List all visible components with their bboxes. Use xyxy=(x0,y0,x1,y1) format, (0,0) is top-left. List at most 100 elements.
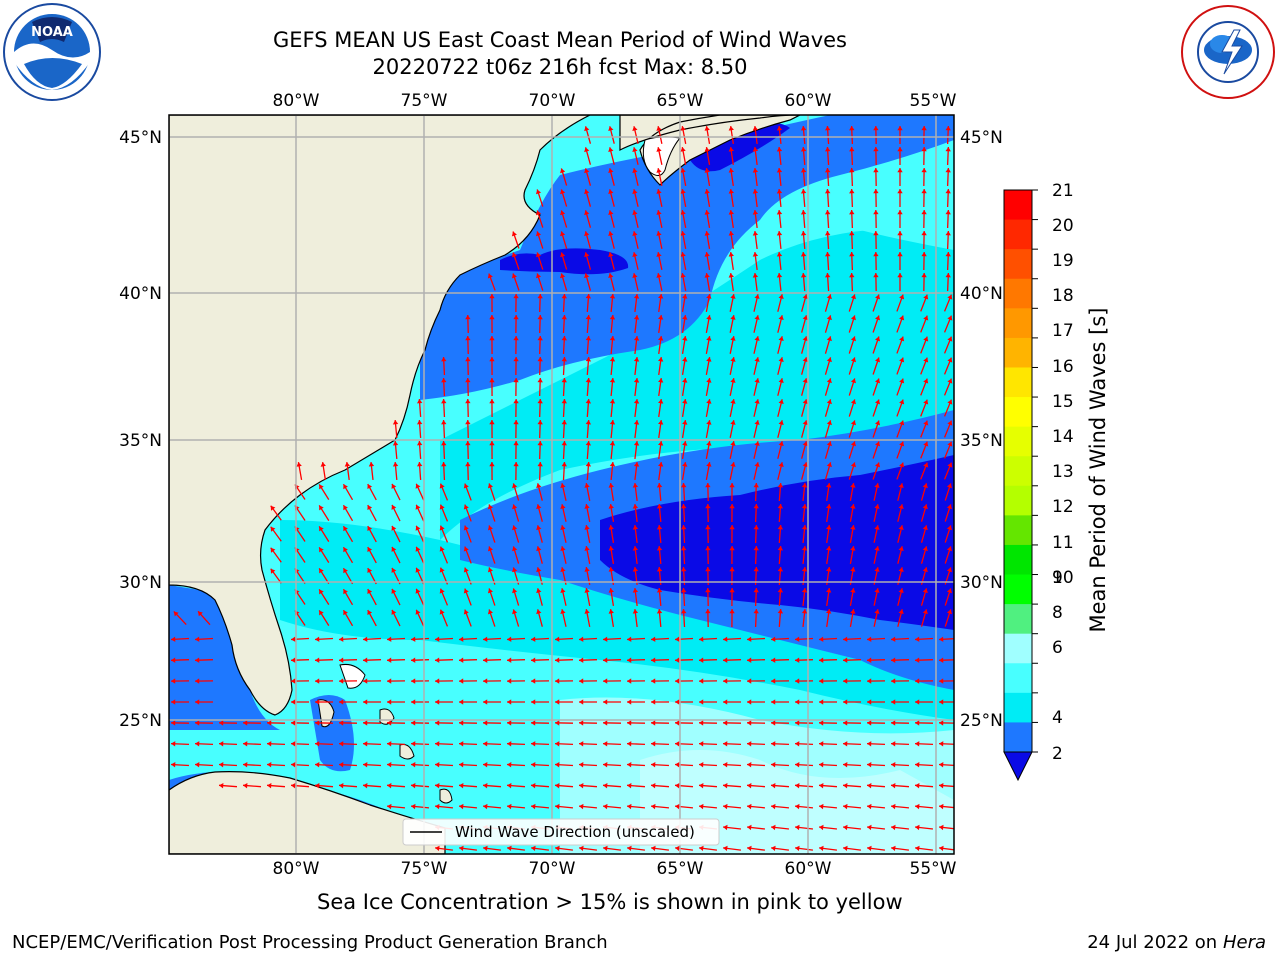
wind-wave-arrowhead xyxy=(874,546,880,551)
wind-wave-arrowhead xyxy=(171,720,176,726)
wind-wave-arrowhead xyxy=(802,399,808,405)
wind-wave-arrowhead xyxy=(728,147,734,152)
wind-wave-arrowhead xyxy=(891,720,896,726)
wind-wave-arrowhead xyxy=(680,252,686,257)
wind-wave-arrowhead xyxy=(825,126,831,131)
wind-wave-arrowhead xyxy=(729,483,735,488)
wind-wave-arrowhead xyxy=(415,504,421,510)
wind-wave-arrowhead xyxy=(825,273,831,278)
wind-wave-arrowhead xyxy=(507,636,512,642)
wind-wave-arrowhead xyxy=(656,525,663,530)
wind-wave-arrowhead xyxy=(392,420,399,425)
wind-wave-arrowhead xyxy=(483,845,488,852)
wind-wave-arrowhead xyxy=(459,678,464,684)
chart-title: GEFS MEAN US East Coast Mean Period of W… xyxy=(273,28,847,52)
wind-wave-arrowhead xyxy=(560,273,566,279)
wind-wave-arrowhead xyxy=(584,483,590,488)
wind-wave-arrowhead xyxy=(850,315,856,321)
lat-tick-right: 30°N xyxy=(960,573,1003,593)
wind-wave-arrowhead xyxy=(728,252,734,257)
wind-wave-arrowhead xyxy=(459,803,464,810)
wind-wave-arrowhead xyxy=(531,699,536,705)
wind-wave-arrowhead xyxy=(561,315,567,320)
wind-wave-arrowhead xyxy=(439,546,445,552)
wind-wave-arrowhead xyxy=(947,399,953,405)
wind-wave-arrowhead xyxy=(699,845,704,852)
wind-wave-arrowhead xyxy=(439,588,445,594)
wind-wave-arrowhead xyxy=(945,189,951,194)
wind-wave-arrowhead xyxy=(608,168,614,174)
wind-wave-arrowhead xyxy=(795,845,800,852)
wind-wave-arrowhead xyxy=(771,720,776,726)
wind-wave-arrowhead xyxy=(947,315,953,321)
wind-wave-arrowhead xyxy=(730,462,736,467)
wind-wave-arrowhead xyxy=(946,567,953,573)
footer-date: 24 Jul 2022 on Hera xyxy=(1087,932,1266,953)
wind-wave-arrowhead xyxy=(656,273,662,278)
colorbar-tick: 6 xyxy=(1052,638,1063,658)
wind-wave-arrowhead xyxy=(946,525,953,531)
wind-wave-arrowhead xyxy=(507,720,512,726)
wind-wave-arrowhead xyxy=(536,483,542,489)
wind-wave-arrowhead xyxy=(195,720,200,726)
wind-wave-arrowhead xyxy=(632,504,639,509)
wind-wave-arrowhead xyxy=(339,762,344,768)
wind-wave-arrowhead xyxy=(483,636,488,642)
wind-wave-arrowhead xyxy=(826,546,832,551)
wind-wave-arrowhead xyxy=(291,741,296,747)
wind-wave-arrowhead xyxy=(747,678,752,684)
colorbar-segment xyxy=(1004,574,1032,605)
wind-wave-arrowhead xyxy=(411,803,416,810)
wind-wave-arrowhead xyxy=(730,294,736,299)
wind-wave-arrowhead xyxy=(867,824,872,831)
wind-wave-arrowhead xyxy=(560,210,566,216)
land-us-east-coast xyxy=(169,115,591,716)
wind-wave-arrowhead xyxy=(680,189,686,194)
colorbar-segment xyxy=(1004,308,1032,339)
wind-wave-arrowhead xyxy=(291,678,296,684)
wind-wave-arrowhead xyxy=(561,378,567,383)
wind-wave-arrowhead xyxy=(897,273,903,278)
wind-wave-arrowhead xyxy=(584,189,590,195)
wind-wave-arrowhead xyxy=(339,678,344,684)
wind-wave-arrowhead xyxy=(867,657,872,663)
wind-wave-arrowhead xyxy=(579,657,584,663)
wind-wave-arrowhead xyxy=(675,762,680,768)
colorbar-segment xyxy=(1004,426,1032,457)
wind-wave-arrowhead xyxy=(465,336,471,341)
lon-tick-bottom: 75°W xyxy=(401,859,448,879)
wind-wave-arrowhead xyxy=(459,845,464,852)
wind-wave-arrowhead xyxy=(826,294,832,300)
wind-wave-arrowhead xyxy=(915,762,920,768)
wind-wave-arrowhead xyxy=(899,294,905,300)
wind-wave-arrowhead xyxy=(171,699,176,705)
wind-wave-arrowhead xyxy=(873,210,879,215)
wind-wave-arrowhead xyxy=(536,609,542,615)
wind-wave-arrowhead xyxy=(531,762,536,768)
wind-wave-arrowhead xyxy=(367,526,373,532)
wind-wave-arrowhead xyxy=(705,504,711,509)
wind-wave-arrowhead xyxy=(922,525,928,531)
wind-wave-arrowhead xyxy=(608,483,614,488)
wind-wave-arrowhead xyxy=(633,462,640,467)
wind-wave-arrowhead xyxy=(705,483,711,488)
wind-wave-arrowhead xyxy=(367,484,373,490)
wind-wave-arrowhead xyxy=(825,252,831,257)
wind-wave-arrowhead xyxy=(826,399,832,405)
wind-wave-arrowhead xyxy=(923,357,929,363)
wind-wave-arrowhead xyxy=(512,588,518,594)
wind-wave-arrowhead xyxy=(435,741,440,747)
wind-wave-arrowhead xyxy=(795,720,800,726)
wind-wave-arrowhead xyxy=(656,504,663,509)
wind-wave-arrowhead xyxy=(270,568,276,574)
wind-wave-arrowhead xyxy=(680,231,686,236)
wind-wave-arrowhead xyxy=(584,525,590,530)
wind-wave-arrowhead xyxy=(555,657,560,663)
wind-wave-arrowhead xyxy=(603,782,608,789)
wind-wave-arrowhead xyxy=(658,441,664,446)
wind-wave-arrowhead xyxy=(752,189,759,194)
wind-wave-arrowhead xyxy=(800,168,807,173)
wind-wave-arrowhead xyxy=(603,803,608,810)
wind-wave-arrowhead xyxy=(802,441,808,447)
wind-wave-arrowhead xyxy=(391,504,397,510)
